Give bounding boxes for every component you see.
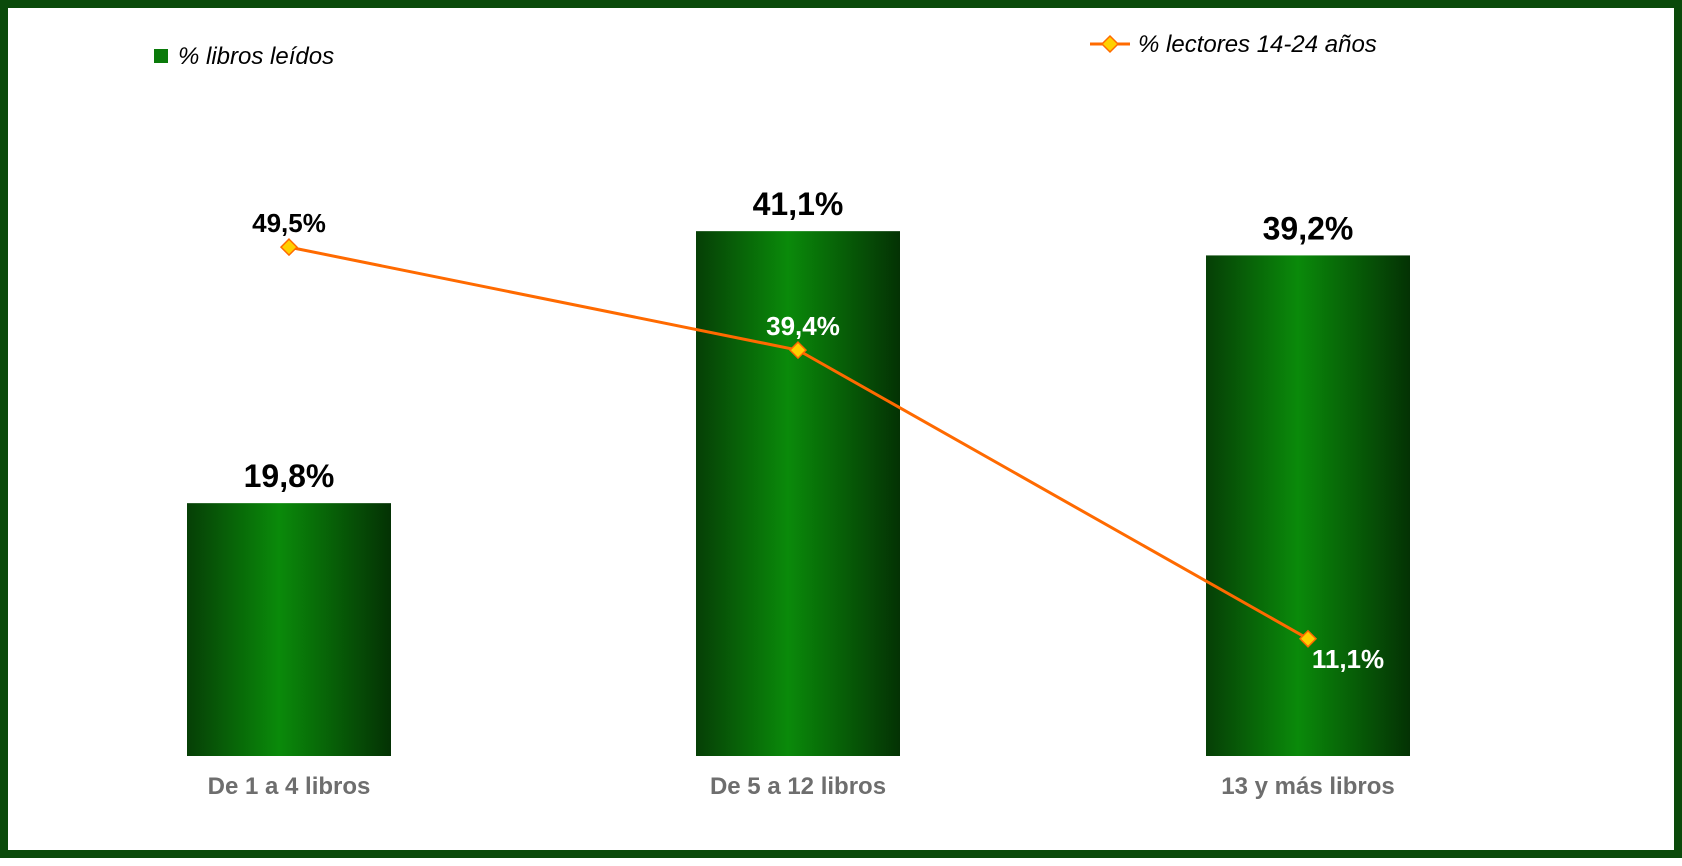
bar-value-label: 41,1% [753,186,844,222]
x-tick-label: 13 y más libros [1221,773,1394,800]
line-point [1298,629,1318,648]
legend-bar-label: % libros leídos [178,43,334,70]
x-tick-label: De 5 a 12 libros [710,773,886,800]
legend-line-marker [1100,34,1120,54]
line-point [279,238,299,257]
bar-3 [1206,255,1410,756]
bar-1 [187,503,391,756]
legend-bar-swatch [154,49,168,63]
legend-line-label: % lectores 14-24 años [1138,31,1377,58]
chart-svg: 19,8% 41,1% 39,2% 49,5% 39,4% 11,1% De 1 a 4… [154,31,1410,800]
x-tick-label: De 1 a 4 libros [208,773,371,800]
line-value-label: 11,1% [1312,644,1384,674]
line-value-label: 49,5% [252,208,326,238]
bar-value-label: 39,2% [1263,210,1354,246]
line-point [788,341,808,360]
bar-2 [696,231,900,756]
bar-value-label: 19,8% [244,458,335,494]
line-value-label: 39,4% [766,311,840,341]
